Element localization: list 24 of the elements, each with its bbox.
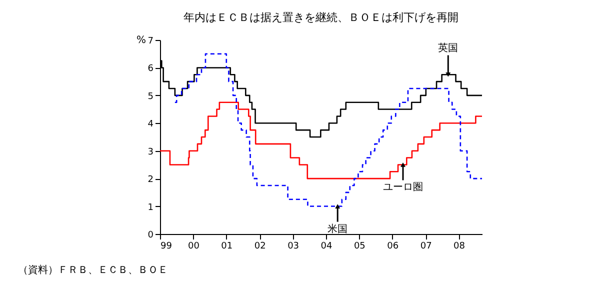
x-tick-label: 02: [254, 242, 266, 252]
y-tick-label: 6: [148, 64, 154, 74]
x-tick-label: 07: [420, 242, 432, 252]
chart-title: 年内はＥＣＢは据え置きを継続、ＢＯＥは利下げを再開: [184, 11, 458, 24]
y-tick-label: 0: [148, 230, 154, 240]
y-tick-label: 1: [148, 202, 154, 213]
y-tick-label: 4: [148, 120, 154, 130]
x-tick-label: 03: [288, 242, 300, 252]
x-tick-label: 04: [320, 242, 332, 252]
annotation: 米国: [328, 222, 348, 235]
y-tick-label: 2: [148, 175, 154, 186]
y-axis-title: %: [136, 35, 146, 46]
annotation: ユーロ圏: [382, 182, 423, 194]
x-tick-label: 99: [160, 242, 172, 252]
y-tick-label: 5: [148, 92, 154, 102]
x-tick-label: 01: [221, 242, 233, 252]
x-tick-label: 05: [354, 242, 366, 252]
x-tick-label: 06: [387, 242, 399, 252]
text: （資料）ＦＲＢ、ＥＣＢ、ＢＯＥ: [18, 264, 168, 276]
y-tick-label: 3: [148, 147, 154, 158]
x-tick-label: 00: [188, 242, 200, 252]
annotation: 英国: [438, 42, 458, 54]
x-tick-label: 08: [454, 242, 466, 252]
y-tick-label: 7: [148, 36, 154, 46]
